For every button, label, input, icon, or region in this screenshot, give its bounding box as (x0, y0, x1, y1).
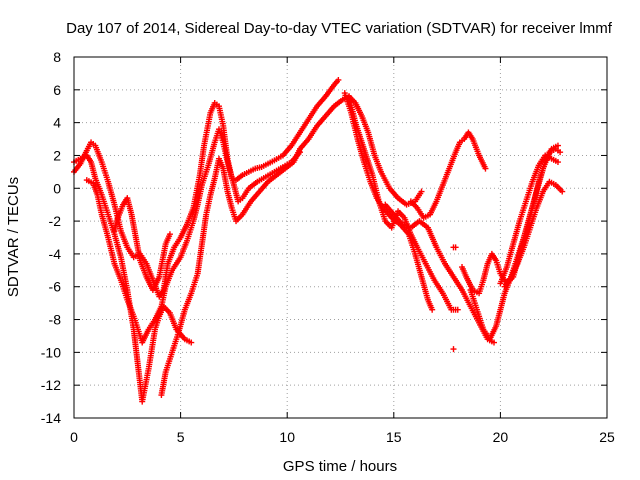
y-tick-label: -6 (49, 279, 62, 295)
y-tick-label: 0 (53, 180, 61, 196)
data-markers (71, 76, 566, 405)
data-point (454, 306, 461, 313)
y-tick-label: -8 (49, 312, 62, 328)
data-point (491, 339, 498, 346)
x-tick-label: 0 (70, 429, 78, 445)
data-point (557, 149, 564, 156)
data-point (418, 188, 425, 195)
x-tick-label: 15 (386, 429, 402, 445)
x-tick-label: 5 (177, 429, 185, 445)
y-tick-label: 2 (53, 147, 61, 163)
y-tick-label: -14 (41, 410, 61, 426)
y-tick-label: -2 (49, 213, 62, 229)
y-tick-label: 6 (53, 82, 61, 98)
data-point (188, 339, 195, 346)
data-point (335, 76, 342, 83)
x-axis-label: GPS time / hours (283, 458, 397, 475)
y-tick-label: -10 (41, 344, 61, 360)
axis-ticks: 0 5 10 15 20 25 -14 -12 -10 -8 -6 -4 -2 0 2 4 6 8 (41, 49, 615, 445)
y-tick-label: -12 (41, 377, 61, 393)
y-axis-label: SDTVAR / TECUs (5, 177, 22, 297)
data-point (429, 306, 436, 313)
data-point (482, 165, 489, 172)
y-tick-label: 4 (53, 115, 61, 131)
data-point (450, 346, 457, 353)
data-point (452, 244, 459, 251)
data-point (559, 188, 566, 195)
x-tick-label: 20 (493, 429, 509, 445)
data-point (554, 159, 561, 166)
plot-frame (73, 56, 608, 419)
y-tick-label: 8 (53, 49, 61, 65)
x-tick-label: 25 (599, 429, 615, 445)
chart-title: Day 107 of 2014, Sidereal Day-to-day VTE… (66, 20, 613, 37)
data-point (166, 231, 173, 238)
x-tick-label: 10 (279, 429, 295, 445)
y-tick-label: -4 (49, 246, 62, 262)
